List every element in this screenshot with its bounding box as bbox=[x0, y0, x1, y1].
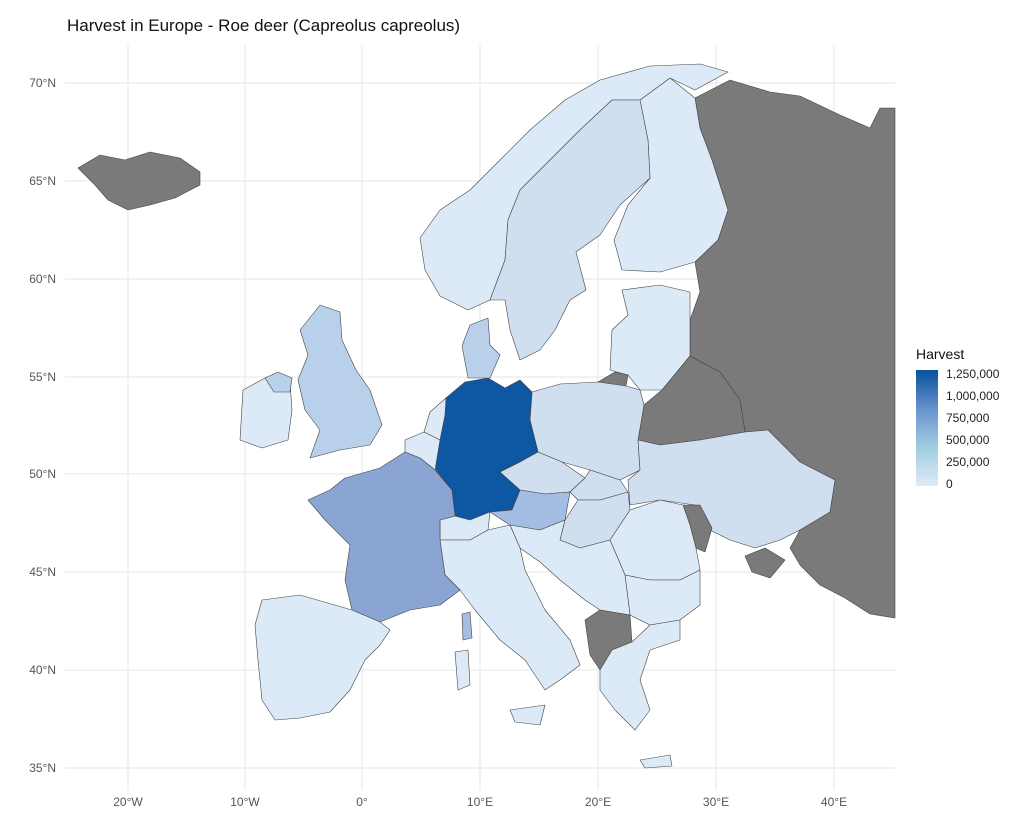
legend-title: Harvest bbox=[916, 346, 965, 362]
longitude-labels: 20°W 10°W 0° 10°E 20°E 30°E 40°E bbox=[113, 795, 847, 809]
legend-tick: 750,000 bbox=[946, 411, 990, 425]
region-iceland bbox=[77, 151, 201, 211]
lat-label-50: 50°N bbox=[29, 467, 56, 481]
lat-label-55: 55°N bbox=[29, 370, 56, 384]
countries bbox=[77, 63, 896, 769]
legend-tick: 1,000,000 bbox=[946, 389, 1000, 403]
legend: Harvest 1,250,000 1,000,000 750,000 500,… bbox=[916, 346, 999, 491]
region-netherlands bbox=[423, 397, 447, 441]
region-west-balkans bbox=[509, 519, 631, 616]
latitude-labels: 70°N 65°N 60°N 55°N 50°N 45°N 40°N 35°N bbox=[29, 76, 56, 775]
region-italy bbox=[439, 524, 581, 691]
region-northern-ireland bbox=[264, 371, 293, 393]
lon-label-20w: 20°W bbox=[113, 795, 143, 809]
region-sardinia bbox=[454, 649, 471, 691]
lon-label-20e: 20°E bbox=[585, 795, 611, 809]
region-greece bbox=[599, 619, 681, 731]
lon-label-40e: 40°E bbox=[821, 795, 847, 809]
region-bulgaria bbox=[624, 569, 701, 626]
region-iberia bbox=[254, 594, 391, 721]
map-title: Harvest in Europe - Roe deer (Capreolus … bbox=[67, 16, 461, 35]
region-france bbox=[307, 451, 461, 623]
legend-tick: 250,000 bbox=[946, 455, 990, 469]
region-sicily bbox=[509, 704, 546, 726]
region-sweden bbox=[489, 99, 651, 361]
legend-tick: 1,250,000 bbox=[946, 367, 1000, 381]
legend-body: 1,250,000 1,000,000 750,000 500,000 250,… bbox=[916, 368, 999, 491]
region-russia bbox=[689, 79, 896, 619]
legend-tick: 500,000 bbox=[946, 433, 990, 447]
lat-label-35: 35°N bbox=[29, 761, 56, 775]
lon-label-10e: 10°E bbox=[467, 795, 493, 809]
legend-color-bar bbox=[916, 370, 938, 486]
lat-label-40: 40°N bbox=[29, 663, 56, 677]
region-denmark bbox=[461, 317, 501, 379]
region-crimea bbox=[744, 547, 786, 579]
region-crete bbox=[639, 754, 673, 769]
region-uk bbox=[297, 304, 383, 459]
lat-label-45: 45°N bbox=[29, 565, 56, 579]
lat-label-70: 70°N bbox=[29, 76, 56, 90]
lat-label-60: 60°N bbox=[29, 272, 56, 286]
legend-tick: 0 bbox=[946, 477, 953, 491]
region-finland bbox=[613, 77, 729, 273]
lon-label-0: 0° bbox=[356, 795, 368, 809]
lon-label-30e: 30°E bbox=[703, 795, 729, 809]
lon-label-10w: 10°W bbox=[230, 795, 260, 809]
region-ukraine bbox=[627, 429, 836, 549]
lat-label-65: 65°N bbox=[29, 174, 56, 188]
region-corsica bbox=[461, 611, 473, 641]
